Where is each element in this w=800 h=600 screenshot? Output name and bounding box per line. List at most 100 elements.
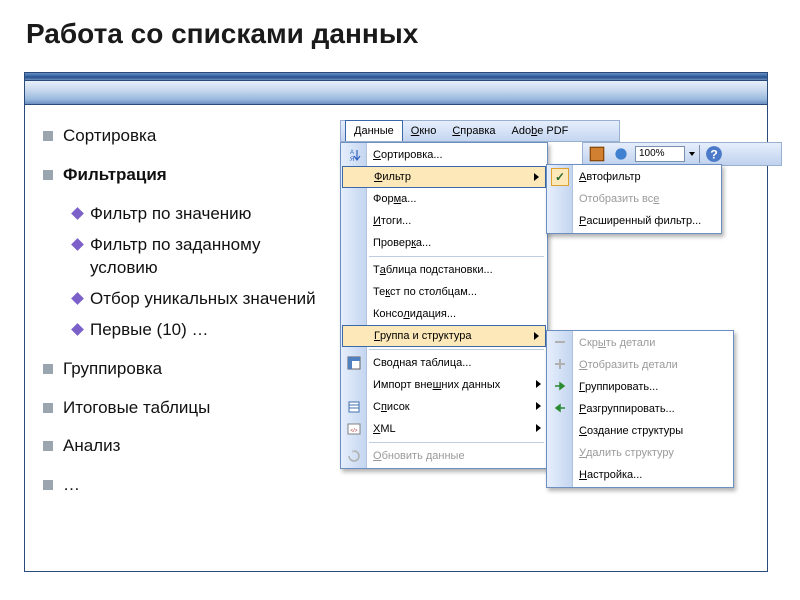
refresh-icon xyxy=(345,447,363,465)
item-sort[interactable]: AЯ Сортировка... xyxy=(341,144,547,166)
item-ungroup[interactable]: Разгруппировать... xyxy=(547,398,733,420)
label-rest: астройка... xyxy=(587,469,642,481)
sub-label: Отбор уникальных значений xyxy=(90,288,316,311)
mnemonic: е xyxy=(653,193,659,205)
item-validation[interactable]: Проверка... xyxy=(341,232,547,254)
item-consolidate[interactable]: Консолидация... xyxy=(341,303,547,325)
square-bullet-icon xyxy=(43,403,53,413)
help-button[interactable]: ? xyxy=(704,145,724,163)
label-rest: тобразить детали xyxy=(588,359,678,371)
item-pivot[interactable]: Сводная таблица... xyxy=(341,352,547,374)
item-create-outline[interactable]: Создание структуры xyxy=(547,420,733,442)
help-icon: ? xyxy=(705,145,723,163)
item-hide-detail[interactable]: Скрыть детали xyxy=(547,332,733,354)
slide-title: Работа со списками данных xyxy=(0,0,800,60)
menubar[interactable]: Данные Окно Справка Adobe PDF xyxy=(340,120,620,142)
tool-icon xyxy=(588,145,606,163)
label-rest: анные xyxy=(361,125,393,137)
sub-label: Первые (10) … xyxy=(90,319,209,342)
item-show-detail[interactable]: Отобразить детали xyxy=(547,354,733,376)
svg-text:A: A xyxy=(350,150,354,156)
item-group-outline[interactable]: Группа и структура xyxy=(342,325,546,347)
item-xml[interactable]: </> XML xyxy=(341,418,547,440)
submenu-arrow-icon xyxy=(534,332,539,340)
label-rest: далить структуру xyxy=(586,447,674,459)
toolbar[interactable]: 100% ? xyxy=(582,142,782,166)
hide-detail-icon xyxy=(552,334,568,353)
sub-label: Фильтр по значению xyxy=(90,203,251,226)
label-rest: тоги... xyxy=(381,215,411,227)
menu-help[interactable]: Справка xyxy=(444,121,503,141)
filter-submenu: ✓ Автофильтр Отобразить все Расширенный … xyxy=(546,164,722,234)
label-rest: правка xyxy=(460,125,495,137)
label-pre: Скр xyxy=(579,337,598,349)
item-table[interactable]: Таблица подстановки... xyxy=(341,259,547,281)
label-rest: них данных xyxy=(441,379,500,391)
toolbar-button-1[interactable] xyxy=(587,145,607,163)
mnemonic: И xyxy=(373,215,381,227)
mnemonic: О xyxy=(373,450,382,462)
label-pre: С xyxy=(373,401,381,413)
label-rest: азгруппировать... xyxy=(586,403,674,415)
item-totals[interactable]: Итоги... xyxy=(341,210,547,232)
diamond-bullet-icon xyxy=(71,323,84,336)
label-rest: кно xyxy=(419,125,436,137)
item-autofilter[interactable]: ✓ Автофильтр xyxy=(547,166,721,188)
separator xyxy=(369,442,544,443)
ungroup-arrow-icon xyxy=(552,400,568,419)
mnemonic: Н xyxy=(579,469,587,481)
label-rest: ильтр xyxy=(382,171,411,183)
bullet-group-label: Группировка xyxy=(63,358,162,381)
diamond-bullet-icon xyxy=(71,207,84,220)
pivot-icon xyxy=(345,354,363,372)
square-bullet-icon xyxy=(43,170,53,180)
label-pre: Т xyxy=(373,264,380,276)
check-icon: ✓ xyxy=(551,168,569,186)
item-settings[interactable]: Настройка... xyxy=(547,464,733,486)
item-import[interactable]: Импорт внешних данных xyxy=(341,374,547,396)
label-rest: оздание структуры xyxy=(587,425,683,437)
diamond-bullet-icon xyxy=(71,292,84,305)
item-filter[interactable]: Фильтр xyxy=(342,166,546,188)
square-bullet-icon xyxy=(43,441,53,451)
list-icon xyxy=(345,398,363,416)
bullet-filter-label: Фильтрация xyxy=(63,164,167,187)
label-pre: Консо xyxy=(373,308,403,320)
item-group[interactable]: Группировать... xyxy=(547,376,733,398)
mnemonic: м xyxy=(394,193,402,205)
toolbar-button-2[interactable] xyxy=(611,145,631,163)
data-dropdown: AЯ Сортировка... Фильтр Форма... Итоги..… xyxy=(340,142,548,469)
label-rest: а... xyxy=(401,193,416,205)
group-arrow-icon xyxy=(552,378,568,397)
item-clear-outline[interactable]: Удалить структуру xyxy=(547,442,733,464)
item-text-to-cols[interactable]: Текст по столбцам... xyxy=(341,281,547,303)
dropdown-arrow-icon[interactable] xyxy=(689,152,695,156)
separator xyxy=(699,145,700,163)
item-refresh[interactable]: Обновить данные xyxy=(341,445,547,467)
zoom-field[interactable]: 100% xyxy=(635,146,685,162)
menu-window[interactable]: Окно xyxy=(403,121,445,141)
item-show-all[interactable]: Отобразить все xyxy=(547,188,721,210)
item-list[interactable]: Список xyxy=(341,396,547,418)
svg-text:?: ? xyxy=(710,148,718,162)
item-form[interactable]: Форма... xyxy=(341,188,547,210)
item-advanced-filter[interactable]: Расширенный фильтр... xyxy=(547,210,721,232)
menu-adobe[interactable]: Adobe PDF xyxy=(504,121,577,141)
submenu-arrow-icon xyxy=(534,173,539,181)
label-rest: а... xyxy=(416,237,431,249)
label-rest: руппа и структура xyxy=(380,330,472,342)
bullet-sort-label: Сортировка xyxy=(63,125,156,148)
bullet-totals-label: Итоговые таблицы xyxy=(63,397,210,420)
square-bullet-icon xyxy=(43,131,53,141)
label-rest: блица подстановки... xyxy=(386,264,493,276)
mnemonic: У xyxy=(579,447,586,459)
label-rest: исок xyxy=(387,401,410,413)
label-rest: бновить данные xyxy=(382,450,465,462)
xml-icon: </> xyxy=(345,420,363,438)
label-pre: Импорт вне xyxy=(373,379,433,391)
menu-data[interactable]: Данные xyxy=(345,120,403,141)
label-pre: Отобразить вс xyxy=(579,193,653,205)
separator xyxy=(369,349,544,350)
frame-top-bar xyxy=(25,73,767,81)
svg-text:</>: </> xyxy=(350,428,357,434)
